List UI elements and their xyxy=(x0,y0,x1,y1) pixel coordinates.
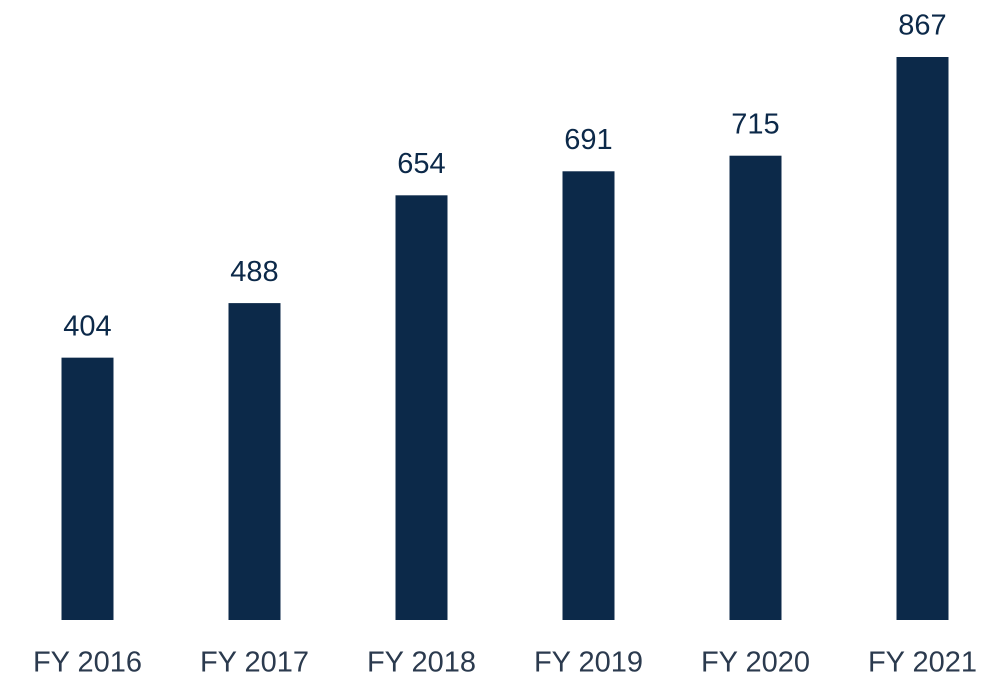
bar xyxy=(61,357,114,620)
bar xyxy=(896,57,949,620)
x-tick-label: FY 2019 xyxy=(534,647,643,679)
x-tick-label: FY 2021 xyxy=(868,647,977,679)
bar xyxy=(395,195,448,620)
value-label: 404 xyxy=(63,310,111,342)
bar xyxy=(562,171,615,621)
value-label: 867 xyxy=(898,10,946,42)
value-label: 715 xyxy=(731,108,779,140)
value-label: 488 xyxy=(230,256,278,288)
bar xyxy=(228,303,281,620)
x-tick-label: FY 2016 xyxy=(33,647,142,679)
value-label: 691 xyxy=(564,124,612,156)
x-tick-label: FY 2020 xyxy=(701,647,810,679)
x-tick-label: FY 2018 xyxy=(367,647,476,679)
bar xyxy=(729,155,782,620)
value-label: 654 xyxy=(397,148,445,180)
x-tick-label: FY 2017 xyxy=(200,647,309,679)
